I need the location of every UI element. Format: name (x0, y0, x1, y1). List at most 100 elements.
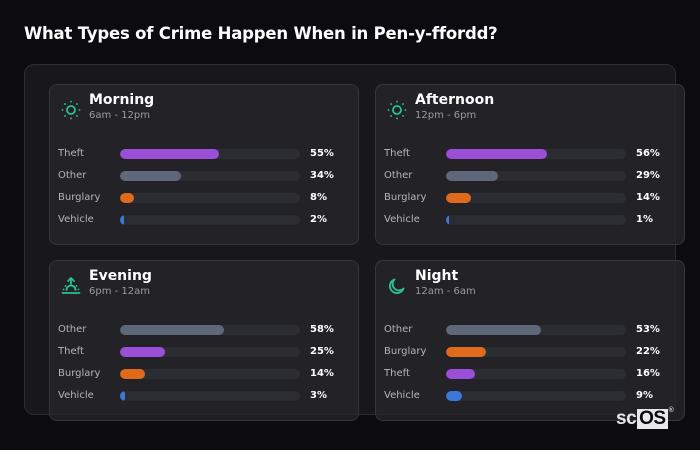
bar-row: Burglary 22% (376, 345, 684, 359)
card-title: Afternoon (415, 92, 495, 108)
bar-track (120, 347, 300, 357)
bar-row: Theft 16% (376, 367, 684, 381)
bar-row: Other 53% (376, 323, 684, 337)
category-label: Vehicle (384, 214, 420, 225)
sunset-icon (60, 275, 82, 297)
bar-track (446, 347, 626, 357)
card-time-range: 12am - 6am (415, 286, 476, 297)
bar-track (446, 391, 626, 401)
percent-value: 8% (310, 192, 327, 203)
percent-value: 1% (636, 214, 653, 225)
card-time-range: 6pm - 12am (89, 286, 151, 297)
card-time-range: 6am - 12pm (89, 110, 151, 121)
category-label: Theft (384, 148, 410, 159)
bar-fill (446, 215, 449, 225)
bar-track (120, 171, 300, 181)
card-morning: Morning 6am - 12pm Theft 55% Other 34% Burgl… (49, 84, 359, 245)
card-title: Morning (89, 92, 155, 108)
percent-value: 22% (636, 346, 660, 357)
percent-value: 58% (310, 324, 334, 335)
bar-track (446, 171, 626, 181)
bar-fill (120, 215, 124, 225)
category-label: Burglary (384, 346, 427, 357)
bar-row: Other 29% (376, 169, 684, 183)
percent-value: 25% (310, 346, 334, 357)
percent-value: 29% (636, 170, 660, 181)
bar-fill (446, 171, 499, 181)
category-label: Theft (58, 346, 84, 357)
bar-row: Vehicle 3% (50, 389, 358, 403)
category-label: Burglary (58, 368, 101, 379)
percent-value: 14% (310, 368, 334, 379)
bar-track (120, 391, 300, 401)
percent-value: 34% (310, 170, 334, 181)
bar-fill (120, 325, 225, 335)
percent-value: 55% (310, 148, 334, 159)
card-title: Evening (89, 268, 152, 284)
page-title: What Types of Crime Happen When in Pen-y… (24, 24, 498, 43)
bar-row: Other 58% (50, 323, 358, 337)
bar-fill (446, 369, 475, 379)
percent-value: 14% (636, 192, 660, 203)
bar-row: Theft 25% (50, 345, 358, 359)
bar-track (446, 193, 626, 203)
bar-fill (120, 171, 182, 181)
category-label: Other (58, 324, 87, 335)
bar-track (120, 149, 300, 159)
bar-fill (446, 391, 463, 401)
card-afternoon: Afternoon 12pm - 6pm Theft 56% Other 29% Bur… (375, 84, 685, 245)
bar-track (120, 215, 300, 225)
bar-row: Burglary 8% (50, 191, 358, 205)
category-label: Burglary (58, 192, 101, 203)
bar-row: Theft 55% (50, 147, 358, 161)
bar-track (446, 149, 626, 159)
percent-value: 16% (636, 368, 660, 379)
bar-fill (120, 369, 146, 379)
card-night: Night 12am - 6am Other 53% Burglary 22% Thef… (375, 260, 685, 421)
sun-icon (60, 99, 82, 121)
category-label: Vehicle (384, 390, 420, 401)
bar-fill (120, 347, 165, 357)
bar-row: Other 34% (50, 169, 358, 183)
bar-row: Vehicle 1% (376, 213, 684, 227)
card-time-range: 12pm - 6pm (415, 110, 477, 121)
percent-value: 9% (636, 390, 653, 401)
sun-icon (386, 99, 408, 121)
bar-track (120, 193, 300, 203)
percent-value: 53% (636, 324, 660, 335)
brand-logo: sc OS ® (616, 407, 674, 429)
bar-track (446, 215, 626, 225)
moon-icon (386, 275, 408, 297)
category-label: Theft (384, 368, 410, 379)
registered-mark: ® (668, 407, 674, 414)
bar-fill (120, 391, 126, 401)
bar-row: Vehicle 9% (376, 389, 684, 403)
bar-track (446, 325, 626, 335)
bar-fill (120, 193, 135, 203)
logo-text-left: sc (616, 408, 637, 429)
bar-row: Burglary 14% (376, 191, 684, 205)
category-label: Theft (58, 148, 84, 159)
category-label: Other (58, 170, 87, 181)
category-label: Vehicle (58, 214, 94, 225)
category-label: Vehicle (58, 390, 94, 401)
bar-row: Burglary 14% (50, 367, 358, 381)
card-title: Night (415, 268, 459, 284)
logo-text-right: OS (637, 408, 668, 429)
percent-value: 56% (636, 148, 660, 159)
bar-track (446, 369, 626, 379)
percent-value: 3% (310, 390, 327, 401)
card-evening: Evening 6pm - 12am Other 58% Theft 25% Burgl… (49, 260, 359, 421)
bar-fill (446, 347, 486, 357)
bar-track (120, 325, 300, 335)
bar-row: Theft 56% (376, 147, 684, 161)
bar-fill (446, 193, 472, 203)
category-label: Other (384, 324, 413, 335)
bar-row: Vehicle 2% (50, 213, 358, 227)
bar-fill (120, 149, 219, 159)
percent-value: 2% (310, 214, 327, 225)
bar-fill (446, 325, 542, 335)
bar-track (120, 369, 300, 379)
category-label: Burglary (384, 192, 427, 203)
